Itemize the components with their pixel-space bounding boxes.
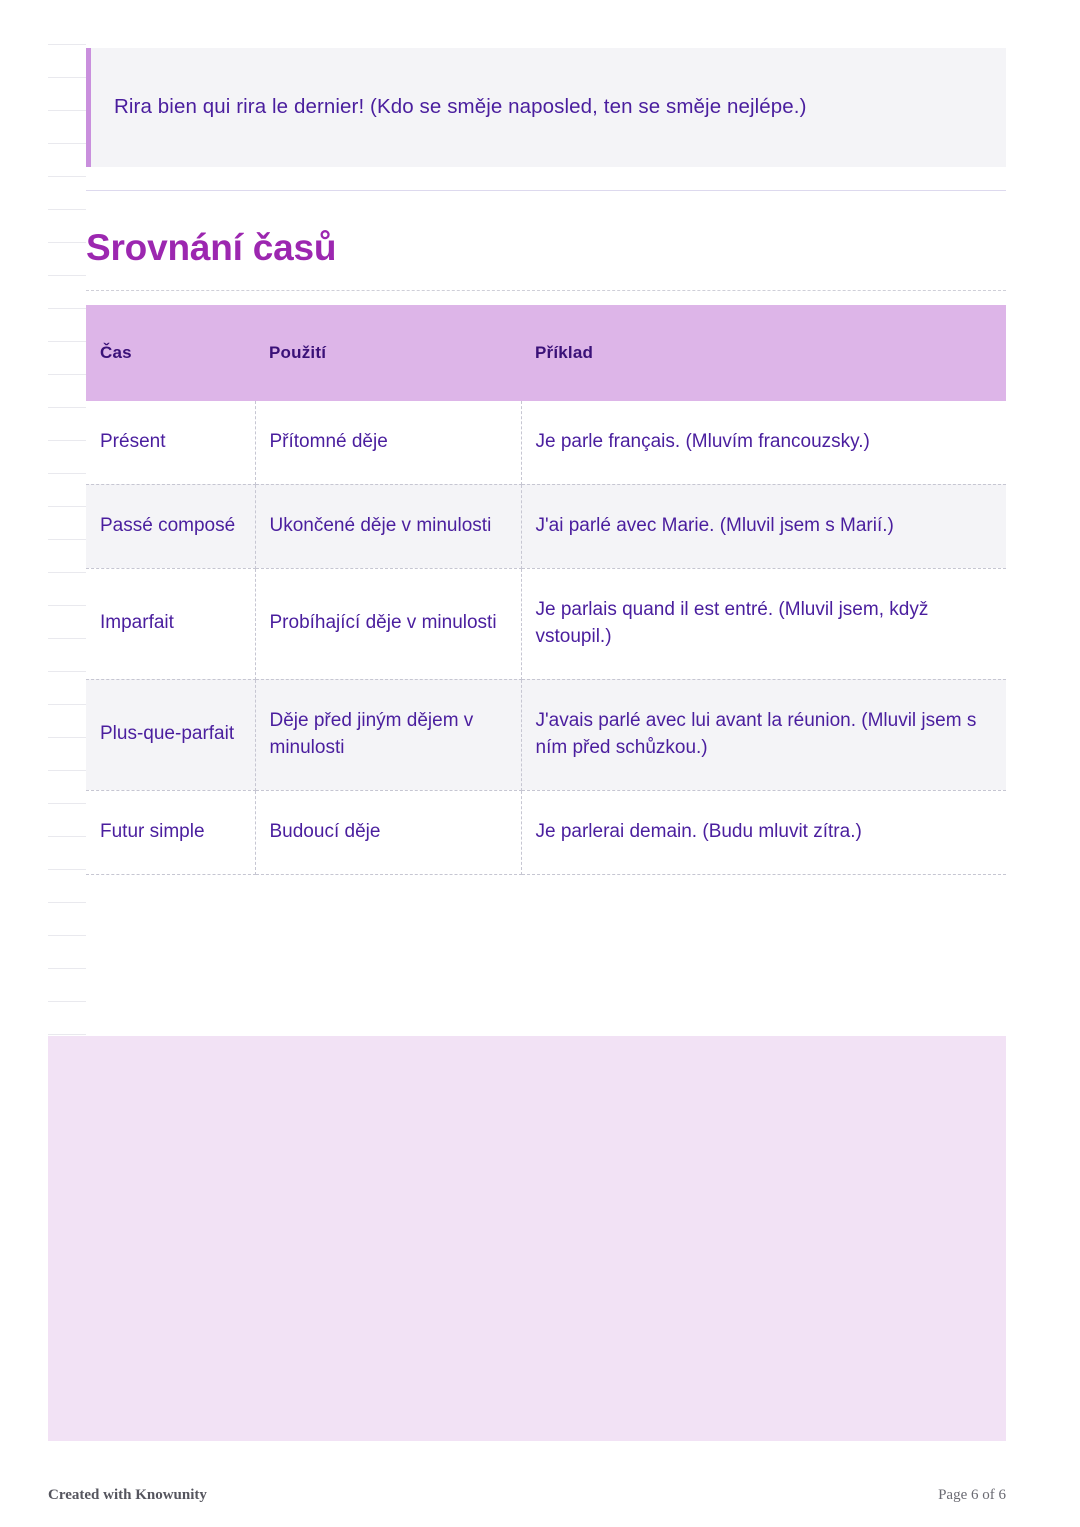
margin-rule-line (48, 110, 86, 111)
quote-callout: Rira bien qui rira le dernier! (Kdo se s… (86, 48, 1006, 167)
column-header-usage: Použití (255, 305, 521, 401)
footer-page-number: Page 6 of 6 (938, 1487, 1006, 1503)
margin-rule-line (48, 44, 86, 45)
margin-rule-line (48, 539, 86, 540)
margin-rule-line (48, 737, 86, 738)
column-header-tense: Čas (86, 305, 255, 401)
margin-rule-line (48, 704, 86, 705)
margin-rule-line (48, 605, 86, 606)
margin-rule-line (48, 638, 86, 639)
tense-comparison-table-wrapper: Čas Použití Příklad Présent Přítomné děj… (86, 305, 1006, 875)
cell-example: J'avais parlé avec lui avant la réunion.… (521, 679, 1006, 791)
margin-rule-line (48, 374, 86, 375)
table-body: Présent Přítomné děje Je parle français.… (86, 401, 1006, 875)
margin-rule-line (48, 77, 86, 78)
margin-rule-line (48, 242, 86, 243)
margin-rule-line (48, 671, 86, 672)
margin-rule-line (48, 572, 86, 573)
margin-rule-line (48, 836, 86, 837)
margin-rule-line (48, 473, 86, 474)
margin-rule-line (48, 308, 86, 309)
margin-rule-line (48, 770, 86, 771)
cell-example: Je parlais quand il est entré. (Mluvil j… (521, 568, 1006, 680)
cell-usage: Přítomné děje (255, 401, 522, 485)
margin-rule-line (48, 1001, 86, 1002)
cell-tense: Passé composé (86, 484, 256, 569)
column-header-example: Příklad (521, 305, 1006, 401)
cell-usage: Probíhající děje v minulosti (255, 568, 522, 680)
table-top-dashed-rule (86, 290, 1006, 291)
margin-rule-line (48, 803, 86, 804)
table-row: Passé composé Ukončené děje v minulosti … (86, 484, 1006, 569)
cell-example: J'ai parlé avec Marie. (Mluvil jsem s Ma… (521, 484, 1006, 569)
cell-usage: Ukončené děje v minulosti (255, 484, 522, 569)
margin-rule-line (48, 209, 86, 210)
cell-tense: Imparfait (86, 568, 256, 680)
table-row: Présent Přítomné děje Je parle français.… (86, 401, 1006, 485)
table-row: Futur simple Budoucí děje Je parlerai de… (86, 790, 1006, 875)
cell-example: Je parle français. (Mluvím francouzsky.) (521, 401, 1006, 485)
margin-rule-line (48, 407, 86, 408)
footer-attribution: Created with Knowunity (48, 1487, 207, 1503)
cell-tense: Plus-que-parfait (86, 679, 256, 791)
page-footer: Created with Knowunity Page 6 of 6 (48, 1487, 1006, 1504)
margin-rule-line (48, 440, 86, 441)
margin-rule-line (48, 275, 86, 276)
margin-rule-line (48, 506, 86, 507)
margin-rule-line (48, 869, 86, 870)
quote-text: Rira bien qui rira le dernier! (Kdo se s… (114, 95, 807, 119)
margin-rule-line (48, 341, 86, 342)
page-title: Srovnání časů (86, 227, 337, 268)
cell-tense: Présent (86, 401, 256, 485)
empty-content-panel (48, 1036, 1006, 1441)
margin-rule-line (48, 1034, 86, 1035)
cell-usage: Děje před jiným dějem v minulosti (255, 679, 522, 791)
margin-rule-line (48, 176, 86, 177)
cell-usage: Budoucí děje (255, 790, 522, 875)
margin-rule-line (48, 935, 86, 936)
table-row: Imparfait Probíhající děje v minulosti J… (86, 568, 1006, 680)
quote-accent-bar (86, 48, 91, 167)
margin-rule-line (48, 968, 86, 969)
section-divider (86, 190, 1006, 191)
tense-comparison-table: Čas Použití Příklad Présent Přítomné děj… (86, 305, 1006, 875)
margin-rule-line (48, 143, 86, 144)
table-head: Čas Použití Příklad (86, 305, 1006, 401)
cell-example: Je parlerai demain. (Budu mluvit zítra.) (521, 790, 1006, 875)
table-row: Plus-que-parfait Děje před jiným dějem v… (86, 679, 1006, 791)
margin-rule-line (48, 902, 86, 903)
table-header-row: Čas Použití Příklad (86, 305, 1006, 401)
cell-tense: Futur simple (86, 790, 256, 875)
